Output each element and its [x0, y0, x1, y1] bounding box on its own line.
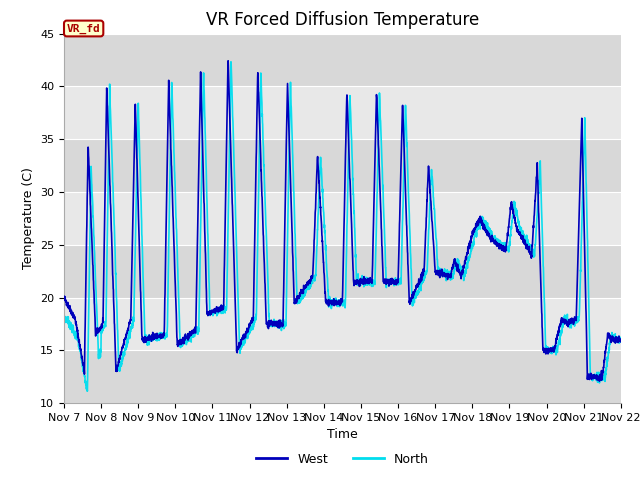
North — [617, 336, 625, 342]
Line: West: West — [64, 61, 621, 381]
West — [60, 294, 68, 300]
Bar — [64, 350, 621, 403]
West — [617, 337, 625, 343]
Legend: West, North: West, North — [251, 448, 434, 471]
West — [157, 335, 164, 341]
North — [606, 336, 614, 341]
Bar — [64, 34, 621, 86]
Bar — [64, 298, 621, 350]
Bar — [64, 245, 621, 298]
West — [274, 324, 282, 330]
West — [224, 58, 232, 64]
West — [596, 378, 604, 384]
West — [606, 333, 614, 339]
Bar — [64, 86, 621, 139]
North — [157, 330, 164, 336]
North — [274, 322, 282, 327]
West — [124, 327, 131, 333]
West — [546, 347, 554, 352]
Bar — [64, 192, 621, 245]
North — [124, 339, 132, 345]
Title: VR Forced Diffusion Temperature: VR Forced Diffusion Temperature — [206, 11, 479, 29]
North — [298, 292, 306, 298]
North — [60, 312, 68, 318]
West — [298, 289, 306, 295]
North — [227, 59, 235, 65]
X-axis label: Time: Time — [327, 429, 358, 442]
North — [84, 388, 92, 394]
Y-axis label: Temperature (C): Temperature (C) — [22, 168, 35, 269]
North — [547, 350, 554, 356]
Bar — [64, 139, 621, 192]
Line: North: North — [64, 62, 621, 391]
Text: VR_fd: VR_fd — [67, 24, 100, 34]
